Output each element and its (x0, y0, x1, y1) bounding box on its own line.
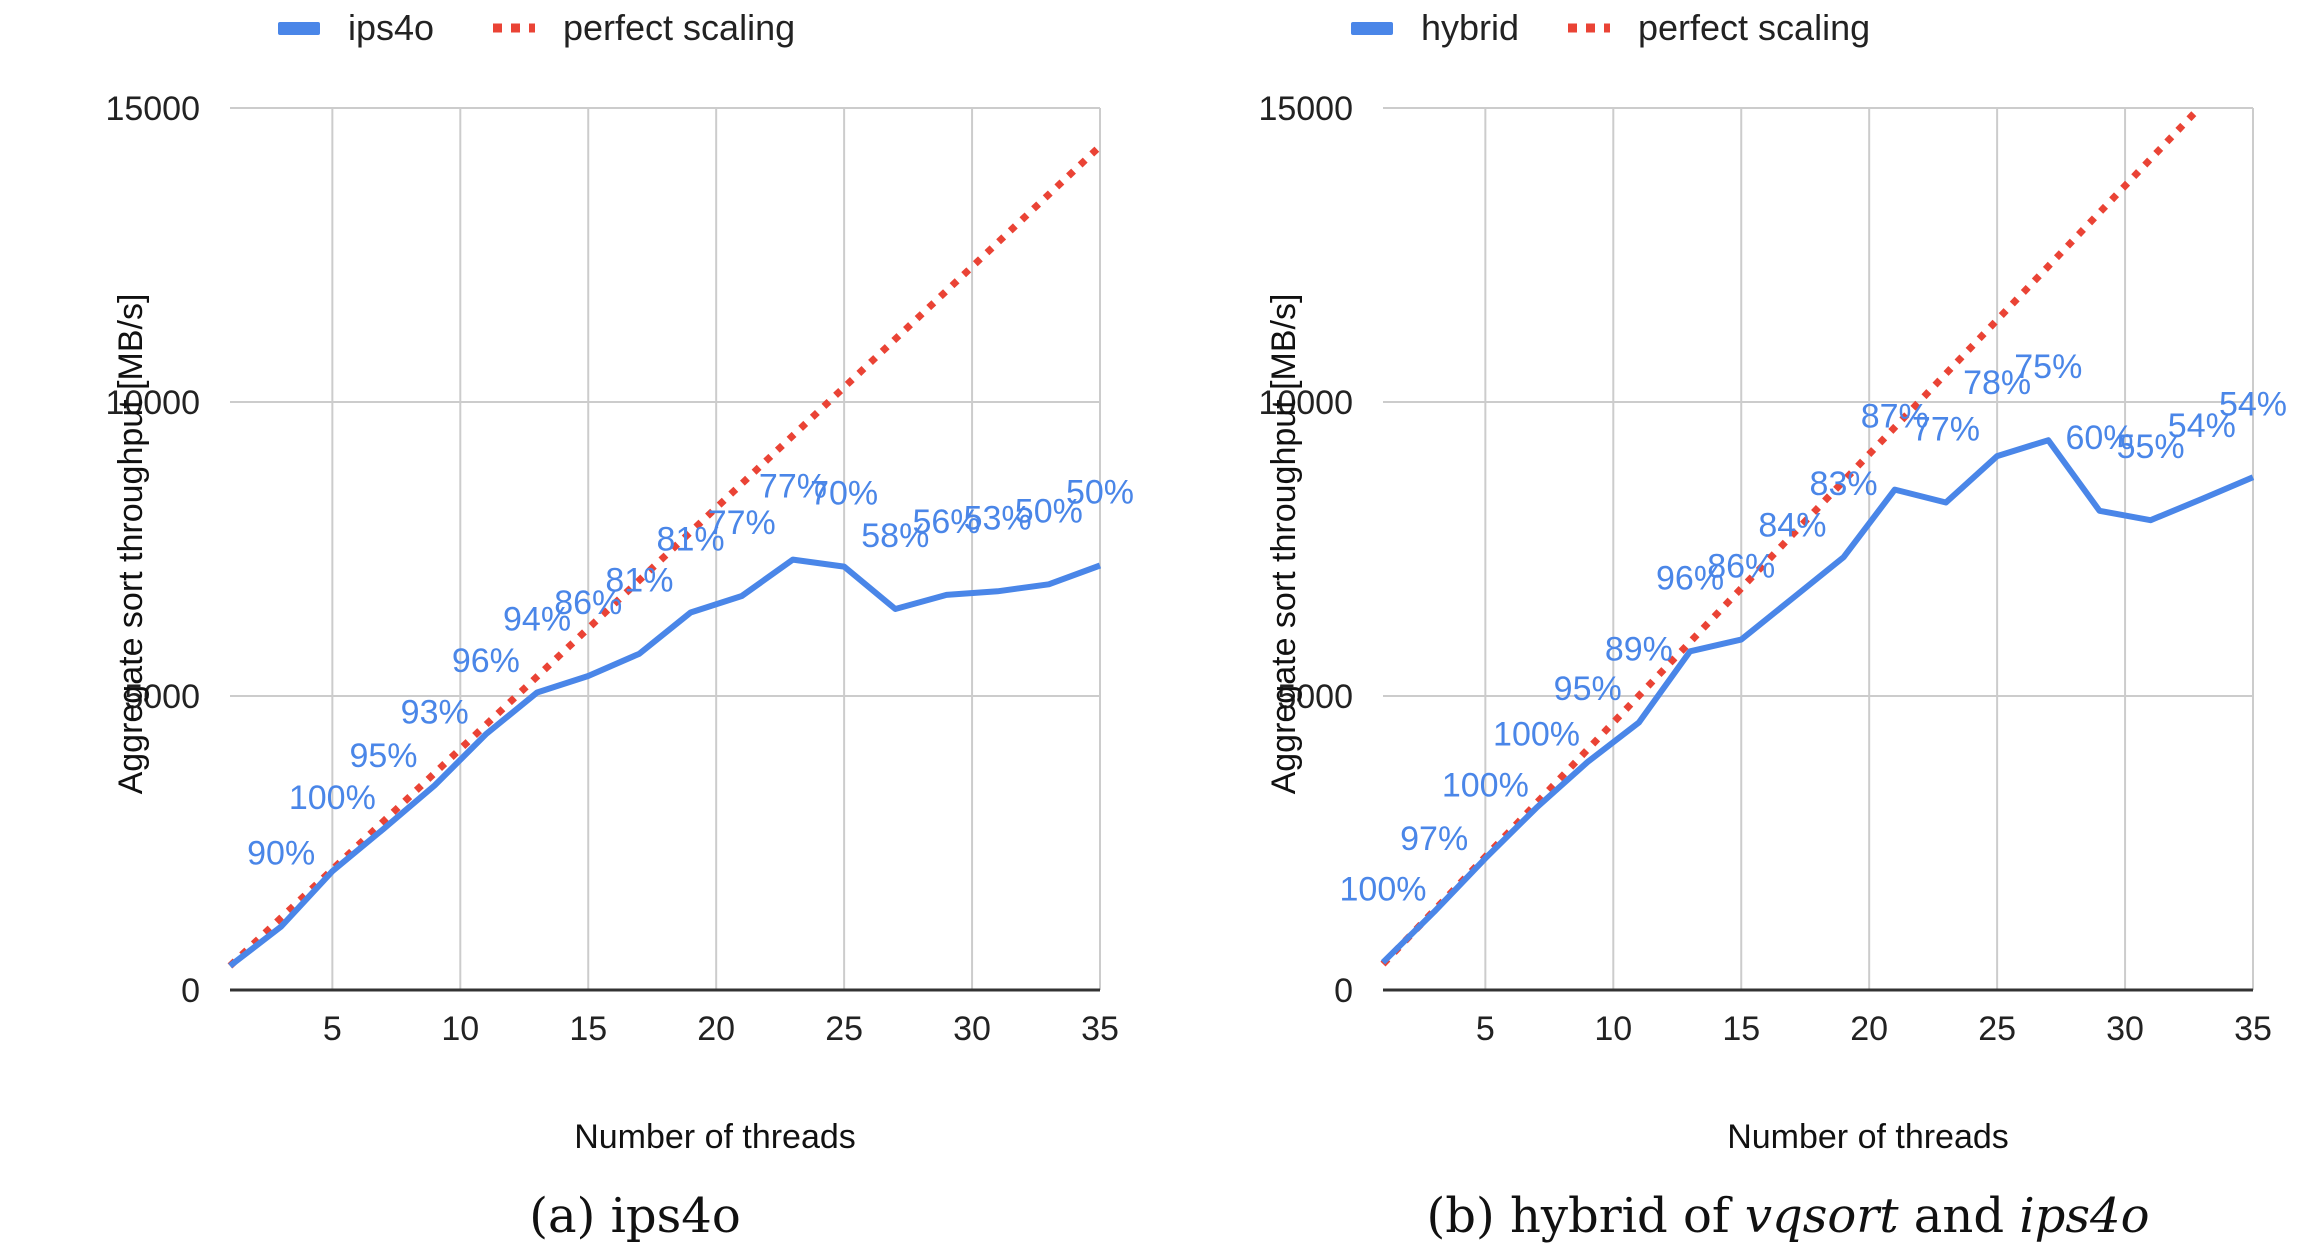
throughput-line (1380, 437, 2255, 965)
legend-swatch-series (1351, 22, 1393, 35)
x-tick-label: 15 (569, 1010, 607, 1048)
data-label: 60% (2065, 419, 2133, 457)
data-label: 100% (1493, 716, 1580, 754)
x-tick-label: 30 (2106, 1010, 2144, 1048)
y-tick-label: 5000 (1277, 678, 1353, 716)
x-tick-label: 5 (323, 1010, 342, 1048)
x-tick-label: 5 (1476, 1010, 1495, 1048)
caption-part: ips4o (2019, 1188, 2149, 1244)
data-label: 100% (1340, 870, 1427, 908)
data-label: 56% (912, 503, 980, 541)
y-tick-label: 0 (181, 972, 200, 1010)
y-tick-label: 10000 (105, 384, 200, 422)
data-label: 84% (1758, 506, 1826, 544)
series-group (227, 143, 1103, 969)
x-tick-label: 30 (953, 1010, 991, 1048)
chart-panel-hybrid: 5 10 15 20 25 30 35 0 5000 10000 15000 100% 97% 100% 1… (1153, 0, 2306, 1248)
x-tick-label: 15 (1722, 1010, 1760, 1048)
chart-panel-ips4o: 5 10 15 20 25 30 35 0 5000 10000 15000 90% 100% 95% 93… (105, 7, 1134, 1244)
caption-part: and (1899, 1188, 2020, 1244)
x-tick-label: 20 (697, 1010, 735, 1048)
data-label: 50% (1066, 473, 1134, 511)
x-axis-title: Number of threads (574, 1118, 856, 1156)
data-label: 89% (1605, 630, 1673, 668)
legend-swatch-series (278, 22, 320, 35)
y-tick-label: 5000 (124, 678, 200, 716)
data-label: 54% (2219, 385, 2287, 423)
y-tick-label: 10000 (1258, 384, 1353, 422)
data-label: 78% (1963, 364, 2031, 402)
caption-part: (b) hybrid of (1427, 1188, 1745, 1244)
throughput-line (228, 556, 1102, 969)
legend-label: perfect scaling (563, 7, 795, 48)
legend-label: hybrid (1421, 7, 1519, 48)
figure-caption: (b) hybrid of vqsort and ips4o (1427, 1188, 2150, 1244)
x-tick-label: 25 (1978, 1010, 2016, 1048)
legend-label: ips4o (348, 7, 434, 48)
grid (230, 107, 1101, 992)
legend: ips4o perfect scaling (278, 7, 795, 48)
data-label: 50% (1015, 492, 1083, 530)
x-axis-title: Number of threads (1727, 1118, 2009, 1156)
data-label: 96% (452, 642, 520, 680)
perfect-scaling-line (227, 143, 1103, 969)
data-label: 93% (401, 693, 469, 731)
series-group (1380, 105, 2255, 967)
data-label: 87% (1861, 398, 1929, 436)
data-label: 77% (759, 468, 827, 506)
chart-ips4o: 5 10 15 20 25 30 35 0 5000 10000 15000 90% 100% 95% 93… (105, 7, 1134, 1244)
data-label: 97% (1400, 820, 1468, 858)
x-tick-label: 35 (1081, 1010, 1119, 1048)
data-label: 95% (1554, 670, 1622, 708)
x-tick-label: 10 (441, 1010, 479, 1048)
data-label: 100% (289, 779, 376, 817)
data-label: 86% (554, 584, 622, 622)
data-label: 86% (1707, 548, 1775, 586)
x-tick-label: 20 (1850, 1010, 1888, 1048)
data-label: 94% (503, 600, 571, 638)
data-label: 75% (2014, 348, 2082, 386)
data-label: 70% (810, 475, 878, 513)
y-tick-label: 15000 (1258, 90, 1353, 128)
data-label: 81% (605, 562, 673, 600)
data-label: 83% (1810, 465, 1878, 503)
data-label: 96% (1656, 559, 1724, 597)
figure-caption: (a) ips4o (529, 1188, 740, 1244)
data-label: 90% (247, 834, 315, 872)
legend: hybrid perfect scaling (1351, 7, 1870, 48)
data-label: 100% (1442, 766, 1529, 804)
chart-hybrid: 5 10 15 20 25 30 35 0 5000 10000 15000 100% 97% 100% 1… (1258, 7, 2287, 1244)
caption-part: vqsort (1745, 1188, 1899, 1244)
data-label: 55% (2117, 428, 2185, 466)
data-label: 58% (861, 517, 929, 555)
data-label: 77% (1912, 411, 1980, 449)
legend-label: perfect scaling (1638, 7, 1870, 48)
data-label: 95% (349, 737, 417, 775)
x-tick-label: 25 (825, 1010, 863, 1048)
y-axis-title: Aggregate sort throughput [MB/s] (112, 294, 150, 795)
data-label: 53% (964, 499, 1032, 537)
data-label: 77% (708, 504, 776, 542)
grid (1383, 107, 2254, 992)
data-label: 54% (2168, 407, 2236, 445)
y-axis-title: Aggregate sort throughput [MB/s] (1265, 294, 1303, 795)
y-tick-label: 15000 (105, 90, 200, 128)
y-tick-label: 0 (1334, 972, 1353, 1010)
data-label: 81% (657, 521, 725, 559)
x-tick-label: 35 (2234, 1010, 2272, 1048)
x-tick-label: 10 (1594, 1010, 1632, 1048)
